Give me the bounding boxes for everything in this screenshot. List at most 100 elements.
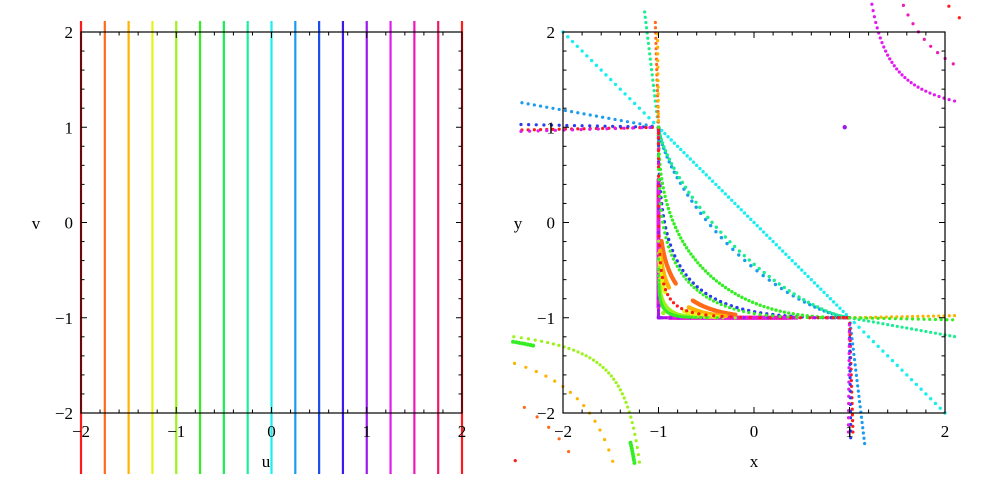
data-point — [886, 53, 890, 57]
data-point — [545, 128, 549, 133]
data-point — [657, 234, 661, 238]
data-point — [796, 265, 801, 269]
data-point — [882, 45, 886, 49]
data-point — [656, 165, 661, 169]
data-point — [535, 415, 539, 419]
data-point — [566, 449, 571, 454]
data-point — [847, 351, 851, 356]
data-point — [656, 105, 660, 109]
data-point — [951, 318, 955, 322]
x-tick-label: 0 — [267, 422, 276, 441]
data-point — [582, 404, 586, 408]
data-point — [648, 52, 652, 56]
data-point — [694, 205, 698, 209]
data-point — [572, 348, 576, 352]
data-point — [691, 160, 696, 164]
data-point — [672, 222, 676, 226]
data-point — [813, 316, 817, 320]
data-point — [664, 198, 668, 203]
data-point — [619, 118, 623, 123]
data-point — [787, 289, 791, 293]
data-point — [736, 293, 741, 298]
data-point — [613, 82, 618, 87]
data-point — [758, 227, 763, 231]
data-point — [876, 316, 880, 320]
data-point — [677, 175, 682, 180]
data-point — [522, 405, 526, 410]
data-point — [584, 354, 588, 358]
data-point — [690, 315, 694, 320]
data-point — [639, 126, 643, 130]
data-point — [762, 270, 766, 275]
data-point — [847, 380, 851, 384]
data-point — [632, 101, 637, 106]
data-point — [768, 236, 772, 241]
data-point — [654, 41, 658, 46]
data-point — [658, 261, 663, 265]
data-point — [644, 26, 649, 30]
data-point — [684, 246, 689, 250]
data-point — [914, 328, 918, 332]
data-point — [666, 135, 670, 139]
data-point — [673, 281, 678, 286]
data-point — [754, 302, 759, 306]
data-point — [672, 166, 676, 170]
data-point — [668, 297, 672, 301]
data-point — [735, 305, 739, 310]
data-point — [659, 268, 663, 273]
data-point — [565, 123, 569, 128]
data-point — [805, 315, 809, 320]
data-point — [715, 301, 719, 305]
data-point — [656, 85, 660, 89]
data-point — [567, 346, 571, 351]
data-point — [674, 171, 679, 175]
data-point — [682, 315, 686, 319]
data-point — [701, 170, 705, 174]
data-point — [656, 217, 661, 221]
data-point — [881, 322, 885, 326]
data-point — [698, 263, 702, 268]
data-point — [780, 249, 785, 253]
data-point — [933, 317, 938, 322]
data-point — [656, 78, 660, 83]
data-point — [687, 277, 692, 281]
data-point — [551, 342, 556, 346]
data-point — [770, 307, 774, 311]
data-point — [937, 94, 941, 99]
left-plot-frame: −2 −1 0 1 2 −2 −1 0 1 2 — [55, 23, 466, 441]
data-point — [545, 105, 549, 109]
data-point — [809, 277, 813, 282]
data-point — [847, 359, 851, 363]
data-point — [723, 285, 728, 290]
data-point — [719, 302, 723, 307]
data-point — [634, 439, 638, 443]
data-point — [711, 299, 716, 303]
data-point — [598, 363, 602, 367]
data-point — [630, 420, 634, 425]
data-point — [910, 314, 915, 319]
data-point — [659, 137, 663, 142]
data-point — [682, 150, 686, 155]
data-point — [847, 344, 851, 348]
data-point — [647, 116, 651, 120]
data-point — [534, 369, 538, 374]
data-point — [897, 70, 901, 74]
x-tick-label: 1 — [363, 422, 372, 441]
data-point — [517, 340, 522, 345]
data-point — [881, 349, 885, 353]
data-point — [945, 318, 949, 322]
data-point — [609, 77, 613, 82]
data-point — [851, 424, 855, 428]
data-point — [761, 230, 766, 234]
data-point — [643, 15, 647, 19]
data-point — [731, 247, 735, 252]
data-point — [720, 283, 725, 288]
data-point — [656, 149, 661, 153]
data-point — [737, 253, 741, 257]
data-point — [657, 270, 661, 274]
data-point — [905, 317, 909, 321]
data-point — [575, 44, 580, 48]
data-point — [777, 282, 781, 286]
data-point — [532, 103, 536, 107]
data-point — [755, 223, 759, 228]
